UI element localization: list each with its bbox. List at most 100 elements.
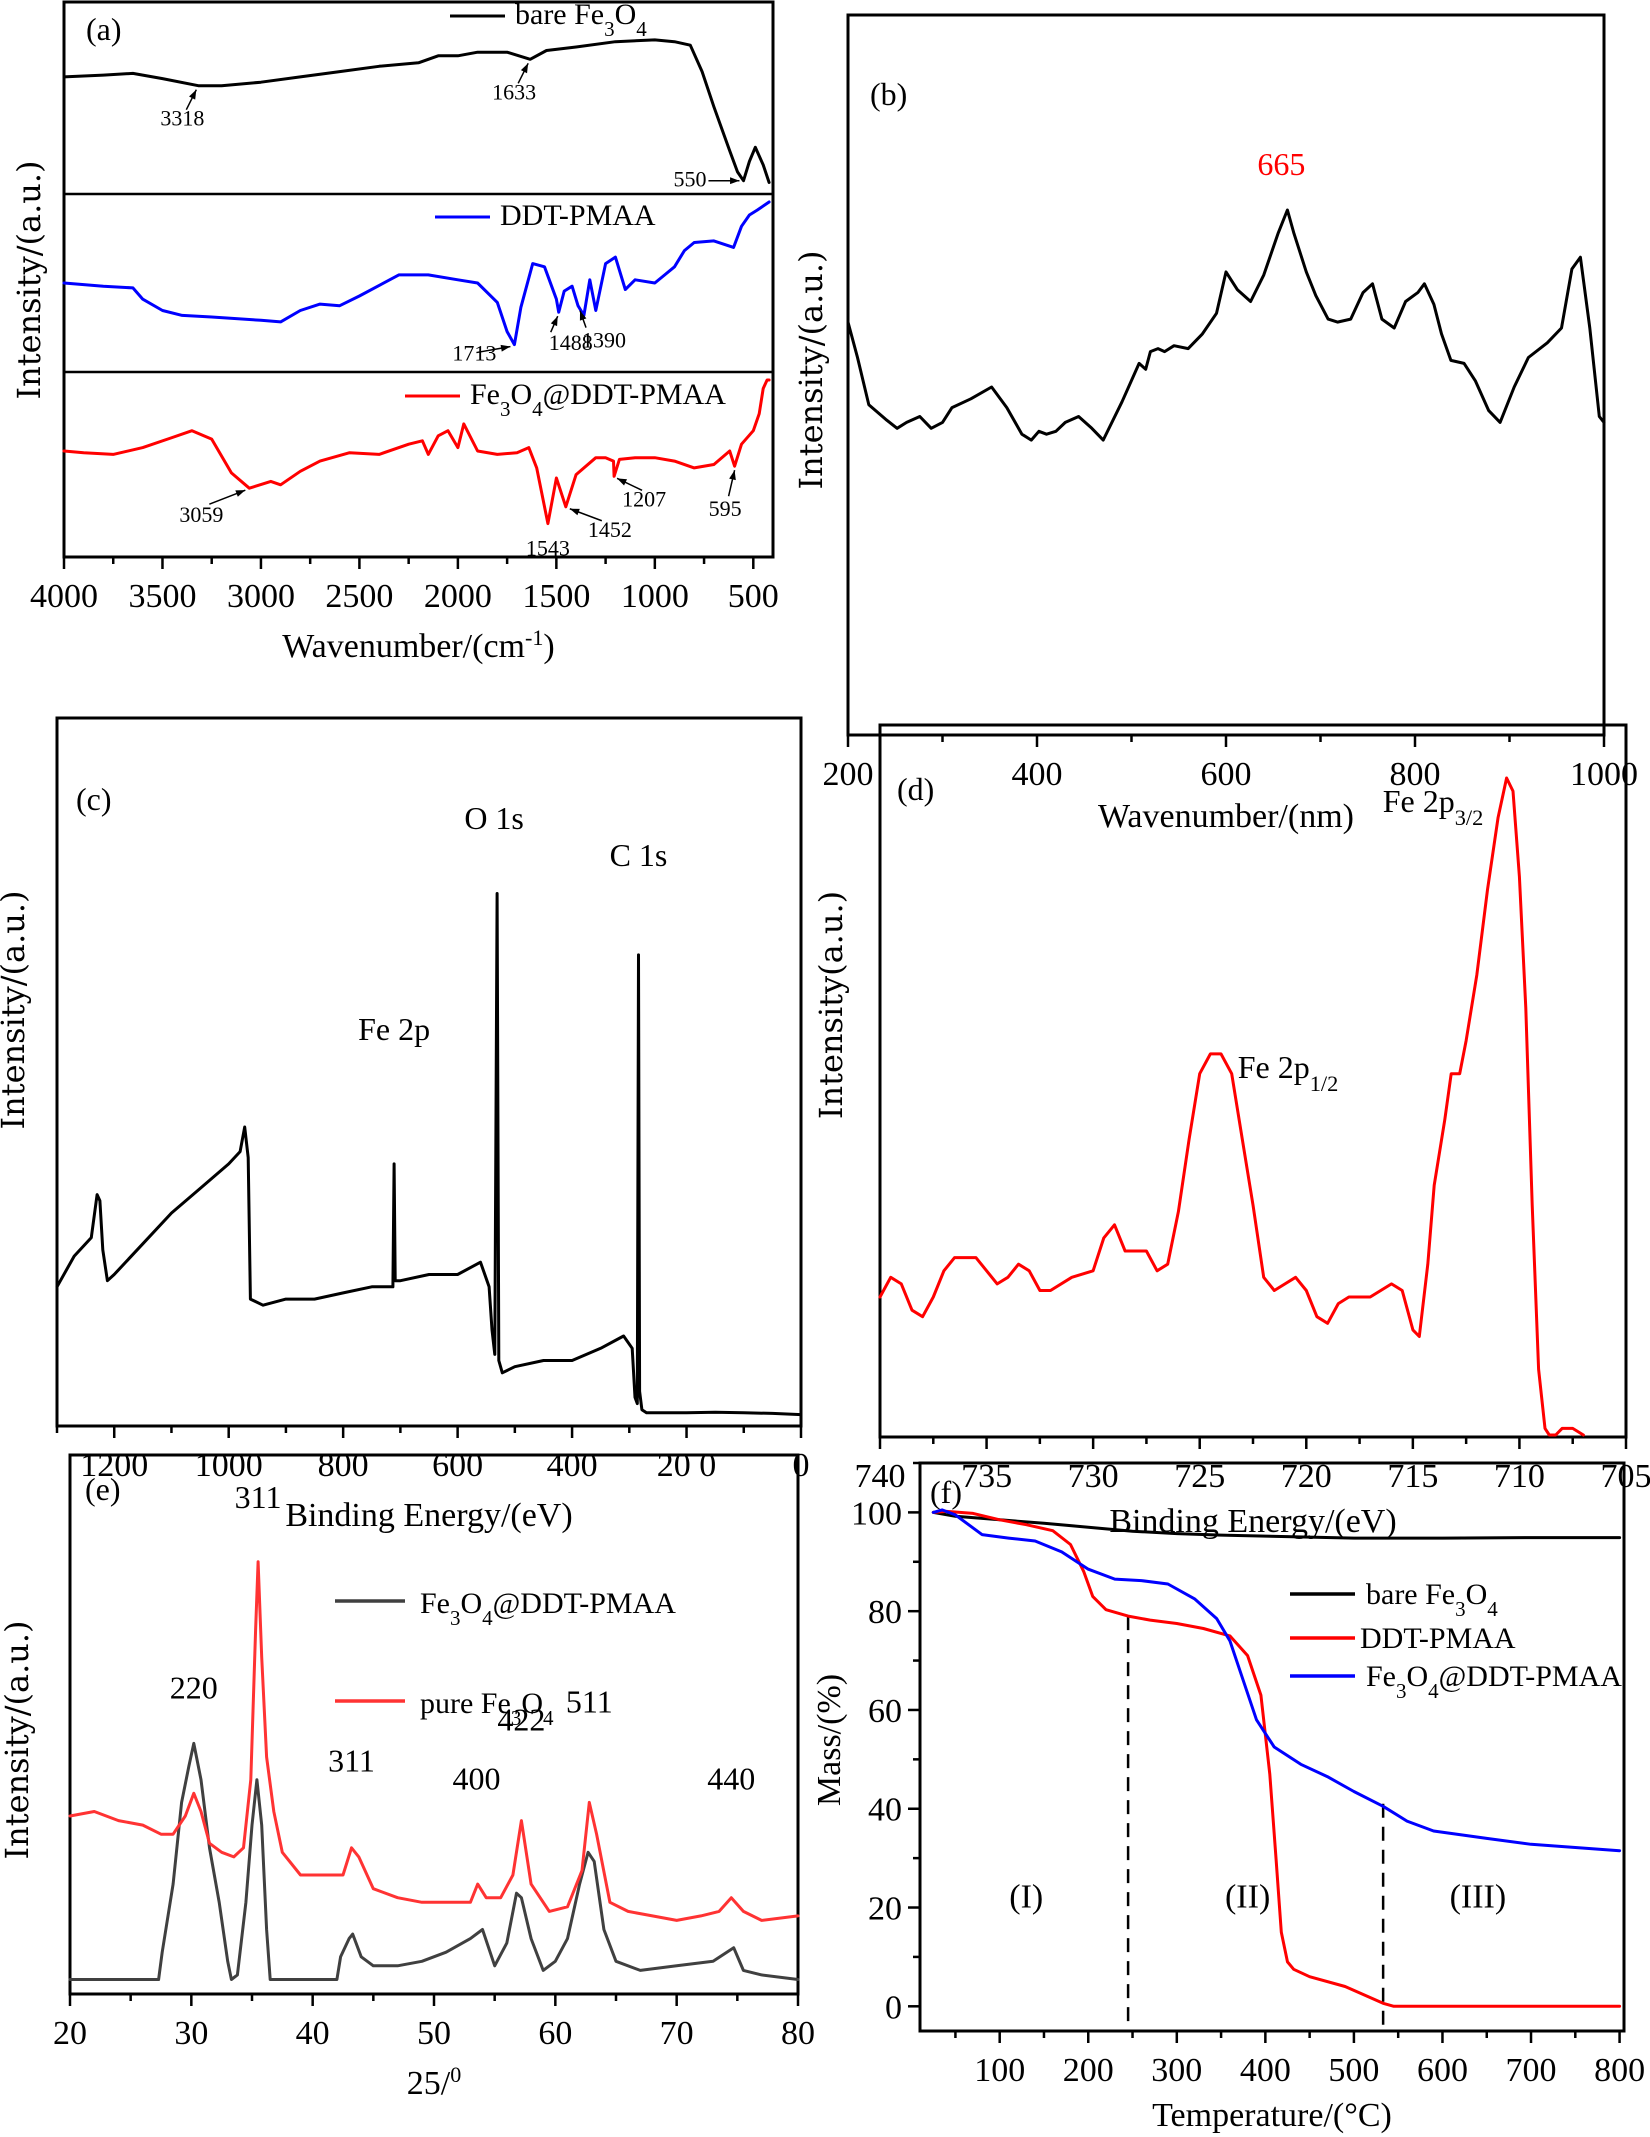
panel-a-ftir-spectra: 4000 3500 3000 2500 2000 1500 1000 500 Wavenumbe… <box>10 0 779 665</box>
text-part: pure Fe <box>420 1687 511 1720</box>
y-tick-label: 20 <box>868 1891 902 1928</box>
y-tick-label: 80 <box>868 1594 902 1631</box>
peak-annotation: 595 <box>709 496 742 521</box>
arrowhead <box>500 344 511 352</box>
text-part: bare Fe <box>515 0 604 31</box>
x-tick-label: 300 <box>1151 2052 1202 2089</box>
y-tick-label: 0 <box>885 1989 902 2026</box>
arrowhead <box>730 177 740 185</box>
peak-label: O 1s <box>464 800 524 836</box>
peak-label: Fe 2p3/2 <box>1383 783 1484 830</box>
arrowhead <box>617 478 628 486</box>
x-axis-title: Wavenumber/(nm) <box>1098 798 1354 835</box>
x-tick-label: 400 <box>1240 2052 1291 2089</box>
panel-label: (b) <box>870 76 907 112</box>
x-tick-label: 40 <box>296 2015 330 2052</box>
panel-b-uv-vis-spectrum: 200 400 600 800 1000 Wavenumber/(nm) Intensity… <box>792 13 1638 835</box>
x-tick-label: 50 <box>417 2015 451 2052</box>
peak-label: 665 <box>1257 146 1305 182</box>
y-axis-title: Intensity/(a.u.) <box>792 250 830 489</box>
series-line-2 <box>931 1508 1622 1853</box>
superscript: 0 <box>450 2062 461 2087</box>
x-tick-label: 1000 <box>1570 756 1638 793</box>
panel-label: (a) <box>86 11 122 47</box>
subscript: 4 <box>543 1706 554 1730</box>
arrowhead <box>189 89 197 100</box>
axis-frame <box>918 1461 1626 2033</box>
x-tick-label: 800 <box>1390 756 1441 793</box>
text-part: Fe <box>420 1587 450 1620</box>
x-axis-title: Binding Energy/(eV) <box>285 1497 572 1534</box>
stage-label: (III) <box>1450 1879 1507 1916</box>
x-tick-label: 80 <box>781 2015 815 2052</box>
text-part: O <box>511 378 533 411</box>
series-line <box>62 378 771 526</box>
legend-label: bare Fe3O4 <box>1366 1578 1498 1621</box>
peak-label: Fe 2p1/2 <box>1238 1049 1339 1096</box>
arrowhead <box>550 316 558 327</box>
x-tick-label: 1000 <box>621 578 689 615</box>
x-tick-label: 20 <box>53 2015 87 2052</box>
text-part: Fe <box>470 378 500 411</box>
x-tick-label: 100 <box>974 2052 1025 2089</box>
arrowhead <box>520 63 529 74</box>
series-line <box>62 200 771 347</box>
peak-label: Fe 2p <box>358 1011 430 1047</box>
x-tick-label: 1200 <box>80 1447 148 1484</box>
subscript: 3 <box>511 1706 522 1730</box>
series-line <box>846 208 1606 442</box>
panel-f-tga-curves: 100 200 300 400 500 600 700 800 0 20 40 60 80 100 Temp… <box>811 1461 1645 2134</box>
peak-annotation: 1390 <box>582 328 626 353</box>
x-tick-label: 400 <box>1012 756 1063 793</box>
y-tick-label: 60 <box>868 1693 902 1730</box>
peak-annotation: 1207 <box>622 486 666 511</box>
subscript: 4 <box>636 17 647 41</box>
series-0: bare Fe3O4 <box>62 0 771 184</box>
x-tick-label: 70 <box>660 2015 694 2052</box>
x-tick-label: 400 <box>547 1447 598 1484</box>
peak-label-text: Fe 2p <box>1383 783 1455 819</box>
series-line <box>55 892 803 1417</box>
x-axis-title-text: 25/ <box>407 2065 451 2102</box>
series-2: Fe3O4@DDT-PMAA <box>62 378 771 526</box>
text-part: DDT-PMAA <box>500 199 656 232</box>
y-tick-label: 40 <box>868 1792 902 1829</box>
x-tick-label: 200 <box>823 756 874 793</box>
peak-annotation: 1633 <box>492 79 536 104</box>
x-tick-label: 1000 <box>195 1447 263 1484</box>
x-tick-label: 3500 <box>128 578 196 615</box>
arrowhead <box>235 490 246 497</box>
x-tick-label: 3000 <box>227 578 295 615</box>
text-part: O <box>615 0 637 31</box>
peak-annotation: 1713 <box>452 341 496 366</box>
subscript: 4 <box>532 397 543 421</box>
y-axis-title: Intensity/(a.u.) <box>10 160 48 399</box>
subscript: 4 <box>482 1606 493 1630</box>
x-tick-label: 200 <box>1063 2052 1114 2089</box>
peak-label: 220 <box>170 1670 218 1706</box>
subscript: 3 <box>604 17 615 41</box>
x-tick-label: 4000 <box>30 578 98 615</box>
peak-label: 311 <box>235 1479 282 1515</box>
x-tick-label: 740 <box>855 1458 906 1495</box>
legend-label: Fe3O4@DDT-PMAA <box>420 1587 676 1630</box>
x-axis-title-text: Wavenumber/(cm <box>282 628 525 665</box>
series-line <box>62 38 771 184</box>
text-part: O <box>461 1587 483 1620</box>
x-tick-label: 500 <box>1328 2052 1379 2089</box>
x-axis-title: Wavenumber/(cm-1) <box>282 625 554 666</box>
subscript: 3 <box>1396 1679 1407 1703</box>
peak-annotation: 1488 <box>549 330 593 355</box>
text-part: O <box>1407 1660 1429 1693</box>
subscript: 3 <box>1455 1597 1466 1621</box>
peak-label: C 1s <box>610 837 668 873</box>
x-axis-title: Temperature/(°C) <box>1152 2097 1392 2134</box>
x-tick-label: 500 <box>728 578 779 615</box>
panel-label: (d) <box>897 771 934 807</box>
peak-annotation: 3059 <box>179 502 223 527</box>
peak-label-text: Fe 2p <box>1238 1049 1310 1085</box>
peak-annotation: 3318 <box>160 106 204 131</box>
y-axis-title: Intensity/(a.u.) <box>0 1620 36 1859</box>
